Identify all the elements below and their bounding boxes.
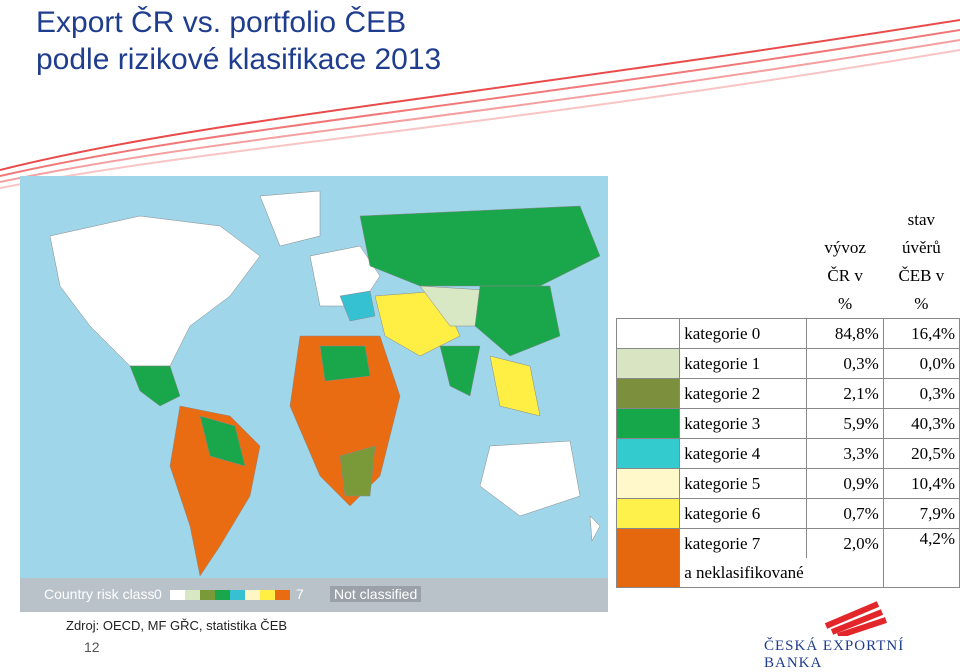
- legend-swatch-4: [230, 590, 245, 600]
- map-legend-bar: Country risk class 0 7 Not classified: [20, 578, 608, 612]
- map-legend-not-classified: Not classified: [330, 586, 422, 602]
- category-swatch-5: [615, 468, 681, 499]
- ceb-value: 0,0%: [882, 348, 960, 379]
- table-row: kategorie 1 0,3% 0,0%: [615, 348, 960, 379]
- ceb-value: 10,4%: [882, 468, 960, 499]
- map-legend-label: Country risk class: [44, 586, 155, 602]
- export-value: 2,1%: [806, 378, 884, 409]
- category-label: kategorie 7: [679, 528, 807, 558]
- table-header-row: vývoz ČR v % stav úvěrů ČEB v %: [617, 198, 960, 319]
- export-value: 5,9%: [806, 408, 884, 439]
- header-export: vývoz ČR v %: [824, 238, 866, 313]
- table-row: kategorie 2 2,1% 0,3%: [615, 378, 960, 409]
- source-note: Zdroj: OECD, MF GŘC, statistika ČEB: [66, 618, 288, 633]
- export-value: 84,8%: [806, 318, 884, 349]
- ceb-value: 7,9%: [882, 498, 960, 529]
- table-row: kategorie 6 0,7% 7,9%: [615, 498, 960, 529]
- ceb-value: 0,3%: [882, 378, 960, 409]
- unclassified-note: a neklasifikované: [679, 558, 884, 588]
- world-risk-map: Country risk class 0 7 Not classified: [20, 176, 608, 612]
- category-swatch-1: [615, 348, 681, 379]
- category-swatch-6: [615, 498, 681, 529]
- category-label: kategorie 4: [679, 438, 807, 469]
- table-row: kategorie 4 3,3% 20,5%: [615, 438, 960, 469]
- title-line-2: podle rizikové klasifikace 2013: [36, 43, 442, 76]
- export-value: 2,0%: [806, 528, 884, 558]
- legend-swatch-5: [245, 590, 260, 600]
- category-swatch-0: [615, 318, 681, 349]
- map-legend-start: 0: [154, 586, 162, 602]
- legend-swatch-1: [185, 590, 200, 600]
- ceb-value: 20,5%: [882, 438, 960, 469]
- export-value: 3,3%: [806, 438, 884, 469]
- page-number: 12: [84, 639, 100, 655]
- category-label: kategorie 5: [679, 468, 807, 499]
- table-row: kategorie 0 84,8% 16,4%: [615, 318, 960, 349]
- export-value: 0,9%: [806, 468, 884, 499]
- ceb-value: 4,2%: [882, 528, 960, 588]
- table-row: kategorie 5 0,9% 10,4%: [615, 468, 960, 499]
- legend-swatch-3: [215, 590, 230, 600]
- ceb-value: 40,3%: [882, 408, 960, 439]
- risk-classification-table: vývoz ČR v % stav úvěrů ČEB v % kategori…: [615, 198, 960, 588]
- category-swatch-2: [615, 378, 681, 409]
- ceb-logo-icon: [824, 601, 887, 636]
- legend-swatch-2: [200, 590, 215, 600]
- table-row: kategorie 3 5,9% 40,3%: [615, 408, 960, 439]
- category-label: kategorie 2: [679, 378, 807, 409]
- table-row-note: a neklasifikované: [617, 558, 960, 588]
- title-line-1: Export ČR vs. portfolio ČEB: [36, 6, 407, 39]
- map-legend-end: 7: [296, 586, 304, 602]
- decorative-swoosh: [0, 19, 960, 189]
- category-label: kategorie 1: [679, 348, 807, 379]
- legend-swatch-7: [275, 590, 290, 600]
- category-label: kategorie 3: [679, 408, 807, 439]
- legend-swatch-0: [170, 590, 185, 600]
- category-swatch-7: [615, 528, 681, 588]
- legend-swatch-6: [260, 590, 275, 600]
- map-legend-swatches: [170, 590, 290, 600]
- page-title: Export ČR vs. portfolio ČEB podle riziko…: [36, 4, 441, 78]
- ceb-logo-text: ČESKÁ EXPORTNÍ BANKA: [764, 638, 905, 671]
- export-value: 0,3%: [806, 348, 884, 379]
- table-row: kategorie 7 2,0% 4,2%: [615, 528, 960, 588]
- category-label: kategorie 0: [679, 318, 807, 349]
- ceb-value: 16,4%: [882, 318, 960, 349]
- category-swatch-3: [615, 408, 681, 439]
- world-map-shapes: [49, 190, 601, 577]
- category-swatch-4: [615, 438, 681, 469]
- header-ceb: stav úvěrů ČEB v %: [898, 210, 945, 313]
- export-value: 0,7%: [806, 498, 884, 529]
- category-label: kategorie 6: [679, 498, 807, 529]
